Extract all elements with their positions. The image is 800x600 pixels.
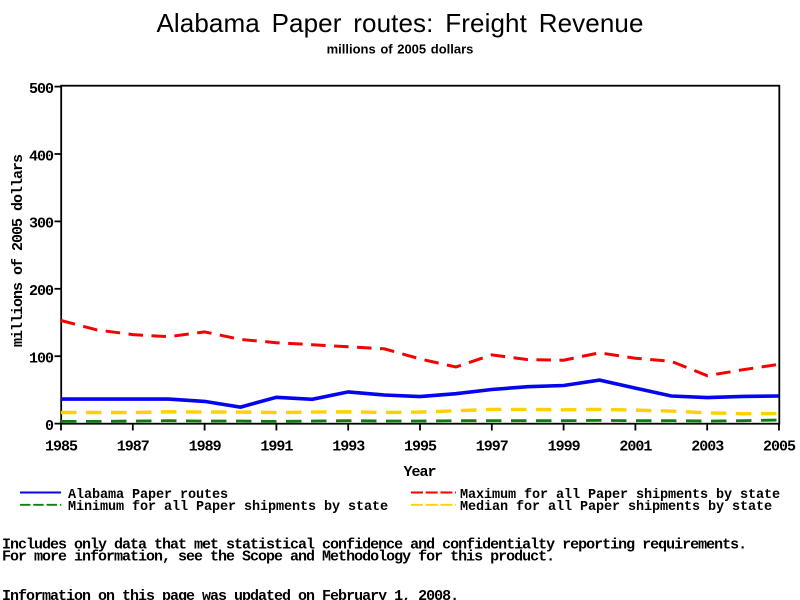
svg-text:1997: 1997 [476,439,508,456]
svg-text:Minimum for all Paper shipment: Minimum for all Paper shipments by state [68,500,388,515]
svg-text:300: 300 [29,216,54,233]
svg-text:For more information, see the: For more information, see the Scope and … [2,548,554,565]
svg-text:0: 0 [45,418,54,435]
svg-text:Information on this page was u: Information on this page was updated on … [2,588,458,600]
svg-text:1993: 1993 [332,439,365,456]
svg-text:1991: 1991 [260,439,293,456]
svg-text:Alabama Paper routes: Freight: Alabama Paper routes: Freight Revenue [156,8,643,38]
svg-text:Median for all Paper shipments: Median for all Paper shipments by state [460,500,772,515]
svg-text:1989: 1989 [189,439,222,456]
svg-text:2003: 2003 [691,439,724,456]
svg-text:1985: 1985 [45,439,78,456]
svg-text:2005: 2005 [763,439,796,456]
svg-text:100: 100 [29,351,54,368]
svg-text:400: 400 [29,148,54,165]
svg-text:Alabama Paper routes: Alabama Paper routes [68,488,228,503]
svg-text:1987: 1987 [117,439,149,456]
svg-text:millions of 2005 dollars: millions of 2005 dollars [327,42,474,57]
svg-text:millions of 2005 dollars: millions of 2005 dollars [10,154,27,347]
svg-text:2001: 2001 [619,439,652,456]
svg-text:Year: Year [403,464,435,481]
svg-text:200: 200 [29,283,54,300]
svg-text:1999: 1999 [548,439,581,456]
svg-text:Includes only data that met st: Includes only data that met statistical … [2,536,746,553]
svg-text:Maximum for all Paper shipment: Maximum for all Paper shipments by state [460,488,780,503]
svg-text:1995: 1995 [404,439,437,456]
svg-text:500: 500 [29,81,54,98]
